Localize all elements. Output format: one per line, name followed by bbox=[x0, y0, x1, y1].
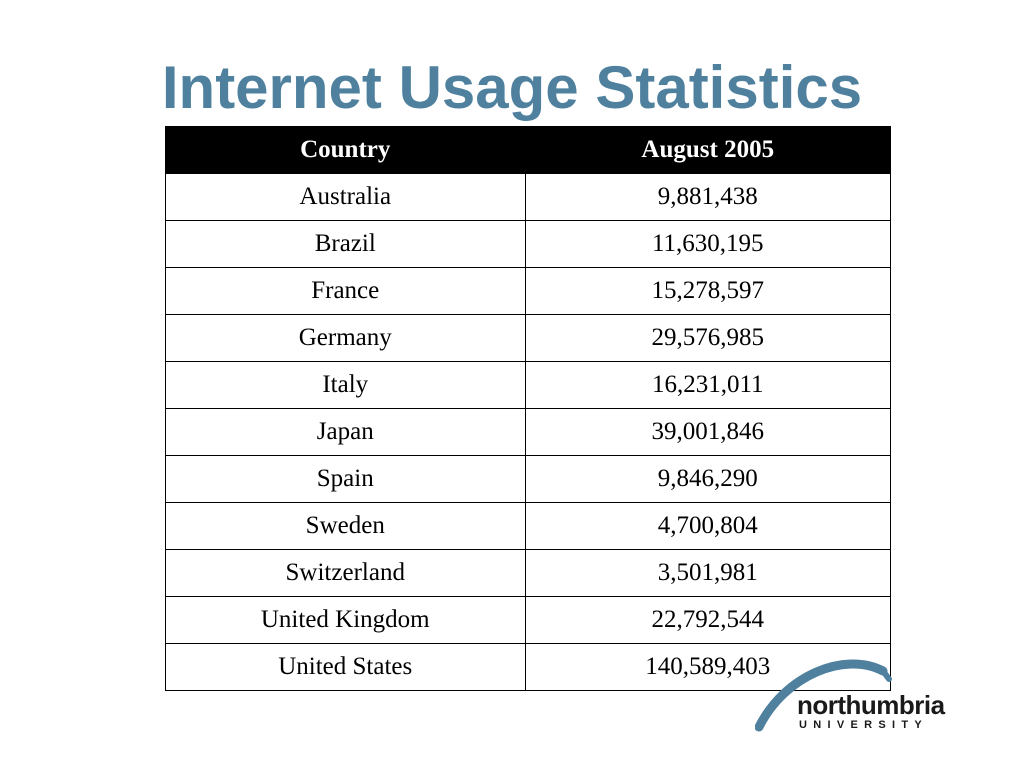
usage-cell: 11,630,195 bbox=[524, 220, 891, 268]
country-cell: Australia bbox=[165, 173, 526, 221]
country-cell: United Kingdom bbox=[165, 596, 526, 644]
header-country: Country bbox=[165, 126, 526, 174]
country-cell: France bbox=[165, 267, 526, 315]
country-cell: Switzerland bbox=[165, 549, 526, 597]
table-row: United Kingdom 22,792,544 bbox=[165, 596, 891, 644]
usage-cell: 9,881,438 bbox=[524, 173, 891, 221]
usage-cell: 15,278,597 bbox=[524, 267, 891, 315]
header-august-2005: August 2005 bbox=[524, 126, 891, 174]
table-row: Spain 9,846,290 bbox=[165, 455, 891, 503]
table-row: France 15,278,597 bbox=[165, 267, 891, 315]
table-row: Japan 39,001,846 bbox=[165, 408, 891, 456]
usage-cell: 29,576,985 bbox=[524, 314, 891, 362]
logo-arc-icon bbox=[755, 659, 892, 732]
usage-cell: 22,792,544 bbox=[524, 596, 891, 644]
usage-cell: 39,001,846 bbox=[524, 408, 891, 456]
country-cell: Japan bbox=[165, 408, 526, 456]
table-row: Switzerland 3,501,981 bbox=[165, 549, 891, 597]
country-cell: Brazil bbox=[165, 220, 526, 268]
usage-cell: 3,501,981 bbox=[524, 549, 891, 597]
table-row: Germany 29,576,985 bbox=[165, 314, 891, 362]
country-cell: Spain bbox=[165, 455, 526, 503]
table-row: Brazil 11,630,195 bbox=[165, 220, 891, 268]
country-cell: Sweden bbox=[165, 502, 526, 550]
slide-title: Internet Usage Statistics bbox=[161, 54, 863, 121]
table-row: Australia 9,881,438 bbox=[165, 173, 891, 221]
table-row: Sweden 4,700,804 bbox=[165, 502, 891, 550]
usage-cell: 16,231,011 bbox=[524, 361, 891, 409]
usage-cell: 4,700,804 bbox=[524, 502, 891, 550]
logo-wordmark: northumbria bbox=[797, 690, 945, 720]
logo-subtitle: UNIVERSITY bbox=[799, 719, 929, 731]
country-cell: Italy bbox=[165, 361, 526, 409]
internet-usage-table: Country August 2005 Australia 9,881,438 … bbox=[165, 126, 891, 691]
table-row: Italy 16,231,011 bbox=[165, 361, 891, 409]
country-cell: Germany bbox=[165, 314, 526, 362]
country-cell: United States bbox=[165, 643, 526, 691]
table-header-row: Country August 2005 bbox=[165, 126, 891, 174]
northumbria-university-logo: northumbria UNIVERSITY bbox=[755, 655, 965, 735]
usage-cell: 9,846,290 bbox=[524, 455, 891, 503]
